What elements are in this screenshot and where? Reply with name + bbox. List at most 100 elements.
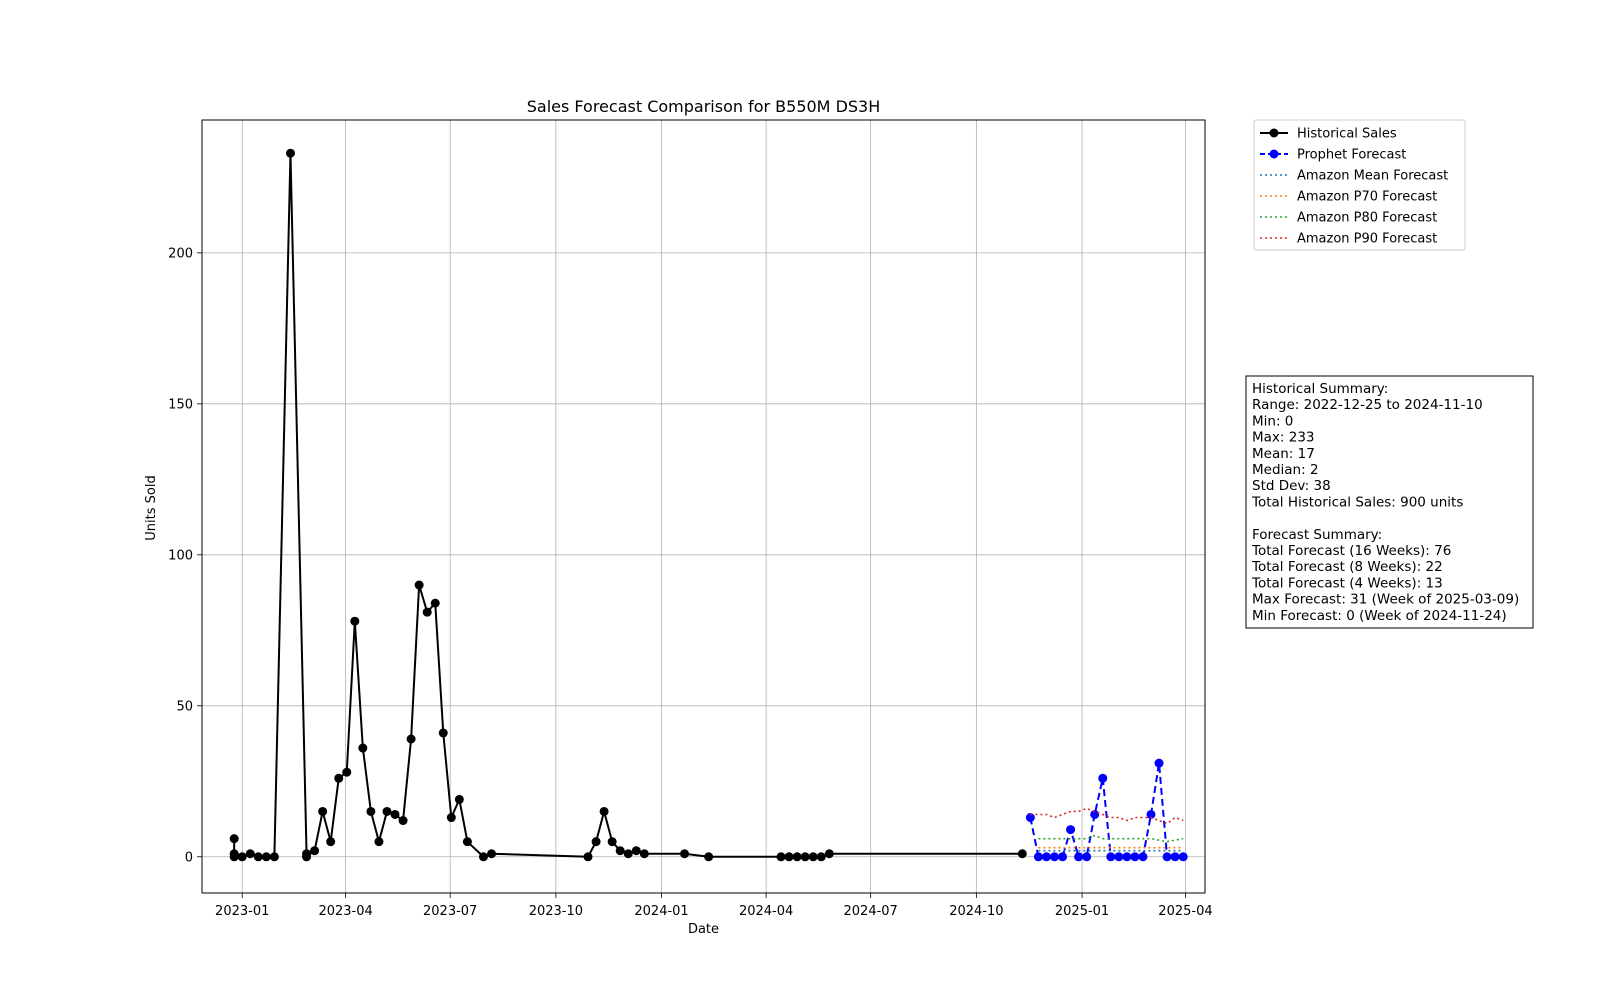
data-point (334, 773, 344, 783)
data-point (1178, 852, 1188, 862)
y-tick-label: 200 (168, 246, 193, 261)
y-tick-label: 0 (185, 850, 193, 865)
data-point (342, 767, 352, 777)
data-point (599, 806, 609, 816)
summary-frame (1245, 375, 1534, 629)
data-point (1162, 852, 1172, 862)
legend-item: Prophet Forecast (1260, 148, 1406, 163)
series-line (1030, 807, 1184, 825)
data-point (374, 837, 384, 847)
data-point (229, 834, 239, 844)
data-point (1033, 852, 1043, 862)
data-point (414, 580, 424, 590)
y-tick-label: 100 (168, 548, 193, 563)
data-point (591, 837, 601, 847)
x-tick-label: 2023-10 (529, 904, 583, 919)
data-point (326, 837, 336, 847)
data-point (285, 148, 295, 158)
data-point (302, 852, 312, 862)
data-point (1138, 852, 1148, 862)
summary-line: Range: 2022-12-25 to 2024-11-10 (1252, 397, 1483, 413)
legend-label: Amazon P80 Forecast (1297, 211, 1437, 226)
data-point (808, 852, 818, 862)
data-point (446, 813, 456, 823)
summary-line: Std Dev: 38 (1252, 478, 1331, 494)
legend-frame (1253, 119, 1466, 251)
y-tick-label: 50 (176, 699, 193, 714)
data-point (261, 852, 271, 862)
data-point (1074, 852, 1084, 862)
data-point (615, 846, 625, 856)
summary-line: Mean: 17 (1252, 446, 1315, 462)
data-point (583, 852, 593, 862)
series-line (1038, 834, 1184, 843)
data-point (310, 846, 320, 856)
y-tick-label: 150 (168, 397, 193, 412)
data-point (422, 607, 432, 617)
data-point (237, 852, 247, 862)
data-point (1090, 809, 1100, 819)
data-point (358, 743, 368, 753)
data-point (245, 849, 255, 859)
x-tick-label: 2023-07 (423, 904, 477, 919)
data-point (1122, 852, 1132, 862)
data-point (462, 837, 472, 847)
data-point (631, 846, 641, 856)
chart-title: Sales Forecast Comparison for B550M DS3H (527, 97, 881, 116)
summary-line: Total Historical Sales: 900 units (1251, 494, 1463, 510)
x-tick-label: 2025-04 (1158, 904, 1212, 919)
x-tick-label: 2024-10 (949, 904, 1003, 919)
data-point (704, 852, 714, 862)
legend-label: Prophet Forecast (1297, 148, 1406, 163)
plot-series (229, 148, 1188, 862)
data-point (253, 852, 263, 862)
data-point (1154, 758, 1164, 768)
x-tick-label: 2024-07 (844, 904, 898, 919)
legend-item: Amazon P80 Forecast (1260, 211, 1437, 226)
series-amazon-p80-forecast (1038, 834, 1184, 843)
data-point (792, 852, 802, 862)
legend-label: Amazon P90 Forecast (1297, 232, 1437, 247)
data-point (1049, 852, 1059, 862)
data-point (1170, 852, 1180, 862)
plot-frame (201, 119, 1206, 894)
data-point (454, 794, 464, 804)
data-point (350, 616, 360, 626)
data-point (816, 852, 826, 862)
data-point (1025, 813, 1035, 823)
summary-line: Median: 2 (1252, 462, 1319, 478)
summary-line: Min: 0 (1252, 413, 1293, 429)
data-point (269, 852, 279, 862)
summary-line: Total Forecast (16 Weeks): 76 (1251, 543, 1451, 559)
x-tick-label: 2024-01 (634, 904, 688, 919)
x-tick-label: 2023-04 (318, 904, 372, 919)
series-amazon-p90-forecast (1030, 807, 1184, 825)
data-point (318, 806, 328, 816)
data-point (1017, 849, 1027, 859)
data-point (229, 852, 239, 862)
x-tick-label: 2024-04 (739, 904, 793, 919)
data-point (382, 806, 392, 816)
data-point (1058, 852, 1068, 862)
data-point (800, 852, 810, 862)
data-point (390, 809, 400, 819)
data-point (1098, 773, 1108, 783)
data-point (1146, 809, 1156, 819)
y-axis-label: Units Sold (144, 475, 159, 540)
legend-item: Amazon P70 Forecast (1260, 190, 1437, 205)
data-point (1041, 852, 1051, 862)
summary-line: Forecast Summary: (1252, 527, 1382, 543)
x-axis-ticks: 2023-01 2023-04 2023-07 2023-10 2024-01 2024-… (215, 893, 1213, 919)
summary-line: Total Forecast (8 Weeks): 22 (1251, 559, 1443, 575)
data-point (1130, 852, 1140, 862)
legend-label: Amazon Mean Forecast (1297, 169, 1448, 184)
x-tick-label: 2023-01 (215, 904, 269, 919)
series-historical-sales (229, 148, 1027, 862)
data-point (824, 849, 834, 859)
legend-marker (1269, 128, 1279, 138)
data-point (1114, 852, 1124, 862)
data-point (776, 852, 786, 862)
legend: Historical Sales Prophet Forecast Amazon M… (1253, 119, 1466, 251)
legend-marker (1269, 149, 1279, 159)
